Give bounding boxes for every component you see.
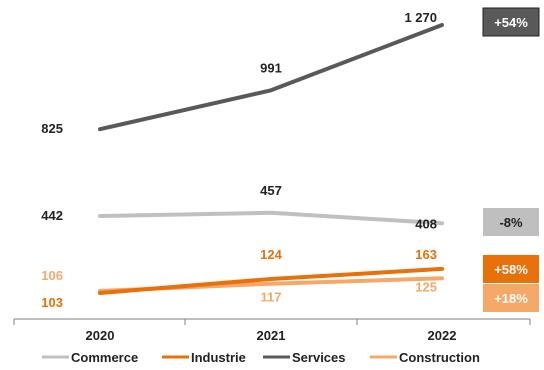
data-label-commerce-2021: 457 [260,183,282,198]
series-line-commerce [98,210,444,226]
data-label-services-2020: 825 [41,121,63,136]
change-badge-text: -8% [499,215,523,230]
change-badge-services: +54% [482,7,540,37]
change-badge-text: +54% [494,15,528,30]
change-badge-construction: +18% [483,284,539,312]
data-label-services-2021: 991 [260,60,282,75]
x-tick-label-2020: 2020 [86,328,115,343]
legend-label: Industrie [191,350,246,365]
data-label-industrie-2020: 103 [41,295,63,310]
change-badge-box [483,208,539,236]
legend-label: Construction [399,350,480,365]
data-label-industrie-2022: 163 [415,247,437,262]
legend-label: Services [292,350,346,365]
data-label-services-2022: 1 270 [404,10,437,25]
change-badge-box [482,7,540,37]
change-badge-commerce: -8% [483,208,539,236]
legend-item-construction: Construction [370,350,480,365]
data-label-construction-2020: 106 [41,268,63,283]
data-label-commerce-2020: 442 [41,208,63,223]
x-tick-label-2022: 2022 [428,328,457,343]
data-label-construction-2022: 125 [415,279,437,294]
change-badge-box [483,255,539,283]
series-line-industrie [98,266,444,295]
legend-item-commerce: Commerce [42,350,138,365]
change-badge-text: +18% [494,291,528,306]
change-badge-industrie: +58% [483,255,539,283]
change-badge-text: +58% [494,262,528,277]
series-line-services [98,23,444,132]
data-label-industrie-2021: 124 [260,247,282,262]
legend-label: Commerce [71,350,138,365]
change-badge-box [483,284,539,312]
x-tick-label-2021: 2021 [257,328,286,343]
data-label-commerce-2022: 408 [415,216,437,231]
legend-item-industrie: Industrie [162,350,246,365]
data-label-construction-2021: 117 [261,290,282,305]
legend-item-services: Services [263,350,346,365]
